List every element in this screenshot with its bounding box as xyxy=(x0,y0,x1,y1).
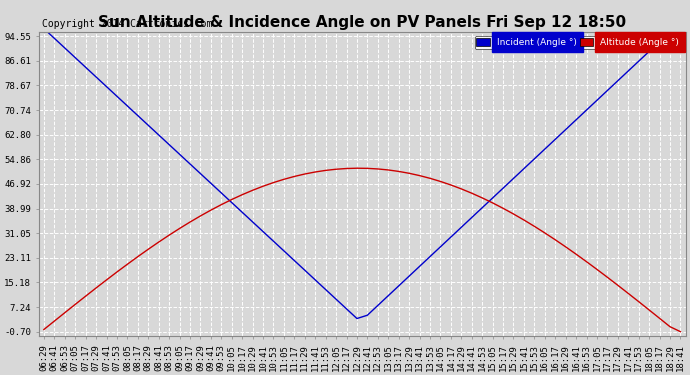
Legend: Incident (Angle °), Altitude (Angle °): Incident (Angle °), Altitude (Angle °) xyxy=(475,36,681,49)
Title: Sun Altitude & Incidence Angle on PV Panels Fri Sep 12 18:50: Sun Altitude & Incidence Angle on PV Pan… xyxy=(98,15,627,30)
Text: Copyright 2014 Cartronics.com: Copyright 2014 Cartronics.com xyxy=(42,18,213,28)
